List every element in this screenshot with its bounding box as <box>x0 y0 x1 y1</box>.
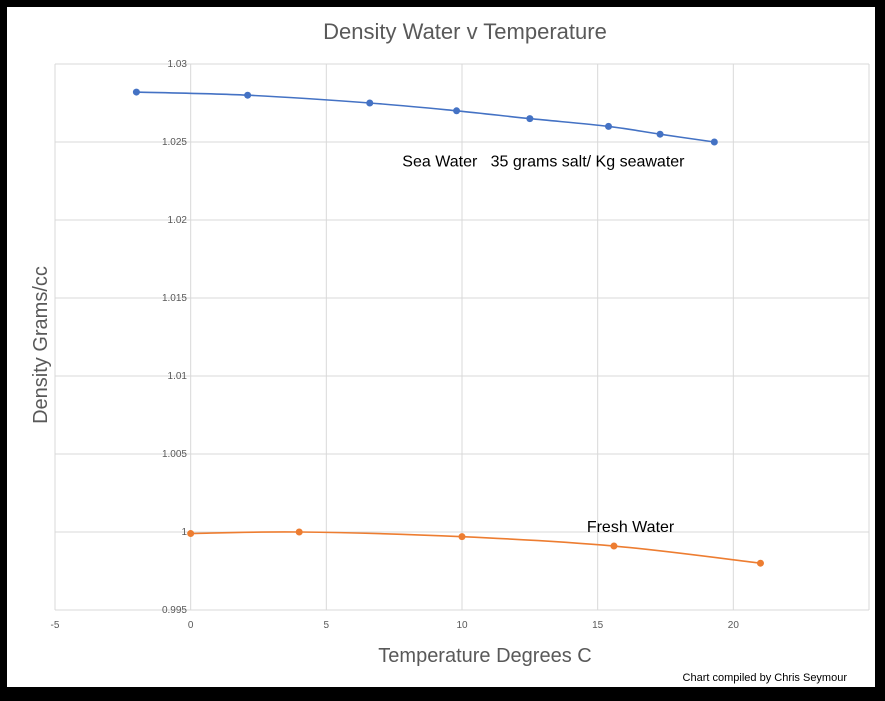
sea-water-annotation: Sea Water 35 grams salt/ Kg seawater <box>402 154 685 171</box>
data-point <box>187 530 195 538</box>
x-tick-label: 0 <box>188 620 194 631</box>
data-point <box>610 542 618 550</box>
data-point <box>366 99 374 107</box>
data-point <box>295 528 303 536</box>
y-tick-label: 0.995 <box>162 605 187 616</box>
x-tick-label: 15 <box>592 620 604 631</box>
data-point <box>710 138 718 146</box>
series-sea-water <box>132 88 718 146</box>
chart: Density Water v Temperature 0.995 1 1.005 1… <box>30 19 870 684</box>
fresh-water-annotation: Fresh Water <box>587 519 675 536</box>
series-line <box>190 531 761 564</box>
y-tick-label: 1.03 <box>168 59 188 70</box>
data-point <box>244 91 252 99</box>
data-point <box>526 115 534 123</box>
y-tick-label: 1 <box>181 527 187 538</box>
tick-labels: 0.995 1 1.005 1.01 1.015 1.02 1.025 1.03 -5 0 5 10 1… <box>51 59 740 631</box>
y-axis-title: Density Grams/cc <box>30 266 52 424</box>
y-tick-label: 1.01 <box>168 371 188 382</box>
chart-credit: Chart compiled by Chris Seymour <box>683 672 848 684</box>
x-tick-label: -5 <box>51 620 60 631</box>
data-point <box>458 533 466 541</box>
data-point <box>605 122 613 130</box>
x-tick-label: 10 <box>456 620 468 631</box>
series-fresh-water <box>187 528 764 567</box>
chart-title: Density Water v Temperature <box>323 19 607 44</box>
series-line <box>136 91 715 143</box>
data-point <box>453 107 461 115</box>
data-point <box>656 130 664 138</box>
x-tick-label: 20 <box>728 620 740 631</box>
y-tick-label: 1.025 <box>162 137 187 148</box>
data-point <box>132 88 140 96</box>
x-tick-label: 5 <box>324 620 330 631</box>
y-tick-label: 1.02 <box>168 215 188 226</box>
data-point <box>756 559 764 567</box>
x-axis-title: Temperature Degrees C <box>378 645 591 667</box>
series-layer <box>132 88 764 567</box>
chart-frame: Density Water v Temperature 0.995 1 1.005 1… <box>7 7 875 687</box>
y-tick-label: 1.015 <box>162 293 187 304</box>
grid <box>54 63 870 611</box>
y-tick-label: 1.005 <box>162 449 187 460</box>
